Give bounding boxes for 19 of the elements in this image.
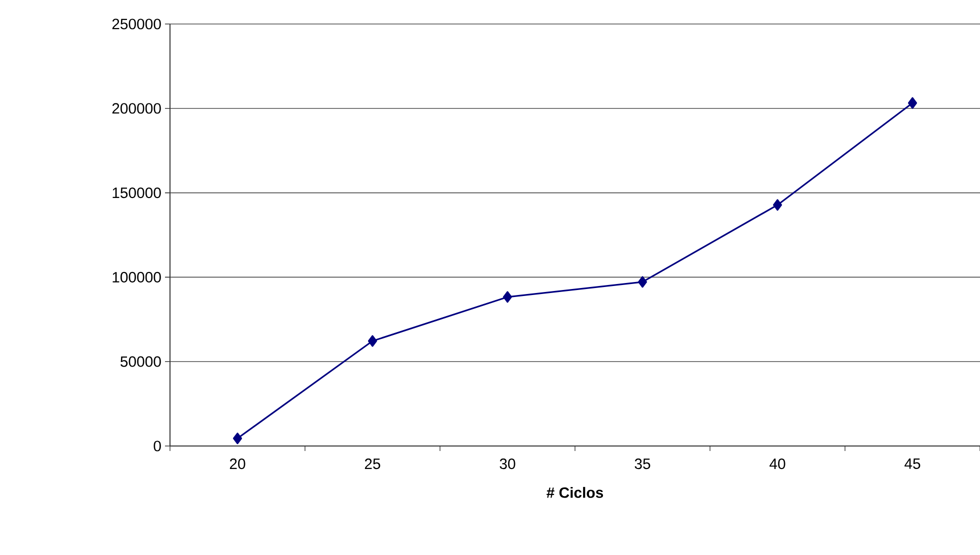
y-tick-label: 100000	[112, 272, 161, 282]
point	[908, 97, 918, 109]
point	[232, 432, 242, 444]
x-tick-label: 20	[230, 458, 246, 470]
x-tick-label: 25	[364, 458, 380, 470]
y-tick-label: 0	[154, 440, 161, 452]
y-tick-label: 50000	[120, 356, 161, 367]
point	[368, 335, 378, 347]
point	[502, 291, 512, 303]
x-tick-label: 40	[770, 458, 786, 470]
x-axis-title: # Ciclos	[546, 486, 604, 498]
y-tick-label: 150000	[112, 188, 161, 198]
x-tick-label: 30	[500, 458, 516, 470]
y-tick-label: 200000	[112, 103, 161, 114]
point	[638, 276, 648, 288]
x-tick-label: 45	[904, 458, 920, 469]
x-tick-label: 35	[634, 458, 650, 470]
y-tick-label: 250000	[112, 18, 161, 30]
point	[772, 199, 782, 211]
